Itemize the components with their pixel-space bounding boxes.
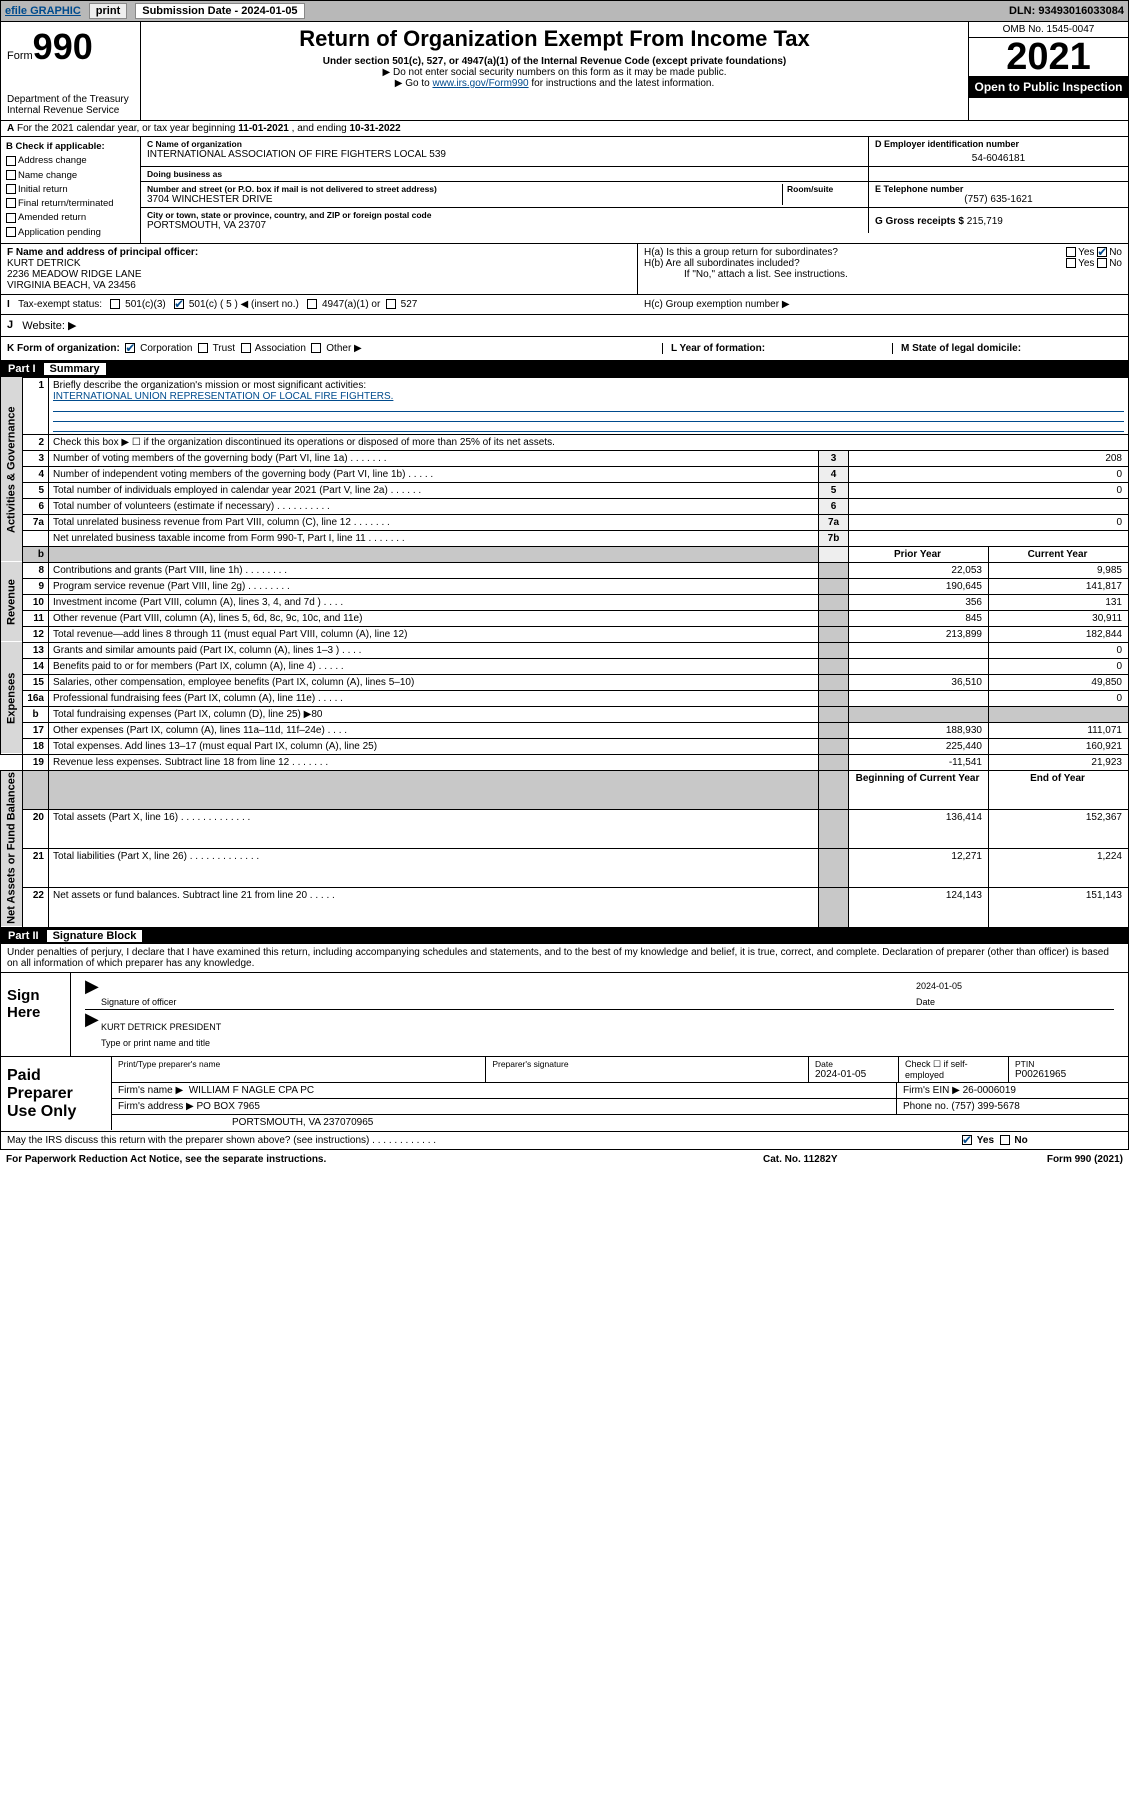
print-button[interactable]: print: [89, 3, 127, 19]
cell-c-city: City or town, state or province, country…: [141, 208, 868, 233]
cell-e-phone: E Telephone number (757) 635-1621: [868, 182, 1128, 207]
row-j-website: J Website: ▶: [0, 315, 1129, 337]
row-klm: K Form of organization: Corporation Trus…: [0, 337, 1129, 361]
efile-link[interactable]: efile GRAPHIC: [5, 5, 81, 17]
cell-d-ein: D Employer identification number 54-6046…: [868, 137, 1128, 166]
cb-address-change[interactable]: Address change: [6, 154, 135, 168]
sidelabel-rev: Revenue: [1, 562, 23, 642]
subtitle-1: Under section 501(c), 527, or 4947(a)(1)…: [149, 56, 960, 67]
cb-name-change[interactable]: Name change: [6, 169, 135, 183]
col-f-officer: F Name and address of principal officer:…: [1, 244, 638, 294]
cell-g-gross: G Gross receipts $ 215,719: [868, 208, 1128, 233]
part2-declaration: Under penalties of perjury, I declare th…: [0, 944, 1129, 973]
may-discuss-row: May the IRS discuss this return with the…: [0, 1132, 1129, 1150]
row-a: A For the 2021 calendar year, or tax yea…: [0, 121, 1129, 137]
cb-app-pending[interactable]: Application pending: [6, 226, 135, 240]
sign-here-block: Sign Here ▶2024-01-05 Signature of offic…: [0, 973, 1129, 1057]
tax-year: 2021: [969, 38, 1128, 76]
page-footer: For Paperwork Reduction Act Notice, see …: [0, 1150, 1129, 1169]
part1-header: Part ISummary: [0, 361, 1129, 377]
hc-group-exemption: H(c) Group exemption number ▶: [638, 296, 1128, 313]
sidelabel-nab: Net Assets or Fund Balances: [1, 770, 23, 927]
col-b-checkboxes: B Check if applicable: Address change Na…: [1, 137, 141, 243]
sidelabel-ag: Activities & Governance: [1, 377, 23, 562]
part2-header: Part IISignature Block: [0, 928, 1129, 944]
form-header: Form990 Department of the Treasury Inter…: [0, 22, 1129, 121]
irs-link[interactable]: www.irs.gov/Form990: [432, 78, 528, 89]
row-i: I Tax-exempt status: 501(c)(3) 501(c) ( …: [0, 295, 1129, 315]
cell-c-street: Number and street (or P.O. box if mail i…: [141, 182, 868, 207]
form-title: Return of Organization Exempt From Incom…: [149, 26, 960, 52]
cell-c-dba: Doing business as: [141, 167, 868, 181]
submission-date: Submission Date - 2024-01-05: [135, 3, 304, 19]
sidelabel-exp: Expenses: [1, 642, 23, 754]
cb-amended[interactable]: Amended return: [6, 211, 135, 225]
part1-table: Activities & Governance 1 Briefly descri…: [0, 377, 1129, 928]
header-right: OMB No. 1545-0047 2021 Open to Public In…: [968, 22, 1128, 120]
paid-preparer-block: Paid Preparer Use Only Print/Type prepar…: [0, 1057, 1129, 1132]
cb-final-return[interactable]: Final return/terminated: [6, 197, 135, 211]
open-to-public: Open to Public Inspection: [969, 76, 1128, 98]
topbar: efile GRAPHIC print Submission Date - 20…: [0, 0, 1129, 22]
header-left: Form990 Department of the Treasury Inter…: [1, 22, 141, 120]
col-h: H(a) Is this a group return for subordin…: [638, 244, 1128, 294]
dln: DLN: 93493016033084: [1009, 5, 1124, 17]
sign-here-label: Sign Here: [1, 973, 71, 1056]
irs-label: Internal Revenue Service: [7, 105, 134, 116]
cb-initial-return[interactable]: Initial return: [6, 183, 135, 197]
cell-c-name: C Name of organization INTERNATIONAL ASS…: [141, 137, 868, 166]
subtitle-3: ▶ Go to www.irs.gov/Form990 for instruct…: [149, 78, 960, 89]
header-center: Return of Organization Exempt From Incom…: [141, 22, 968, 120]
row-fh: F Name and address of principal officer:…: [0, 244, 1129, 295]
dept-treasury: Department of the Treasury: [7, 94, 134, 105]
subtitle-2: ▶ Do not enter social security numbers o…: [149, 67, 960, 78]
paid-preparer-label: Paid Preparer Use Only: [1, 1057, 111, 1131]
block-bcd: B Check if applicable: Address change Na…: [0, 137, 1129, 244]
